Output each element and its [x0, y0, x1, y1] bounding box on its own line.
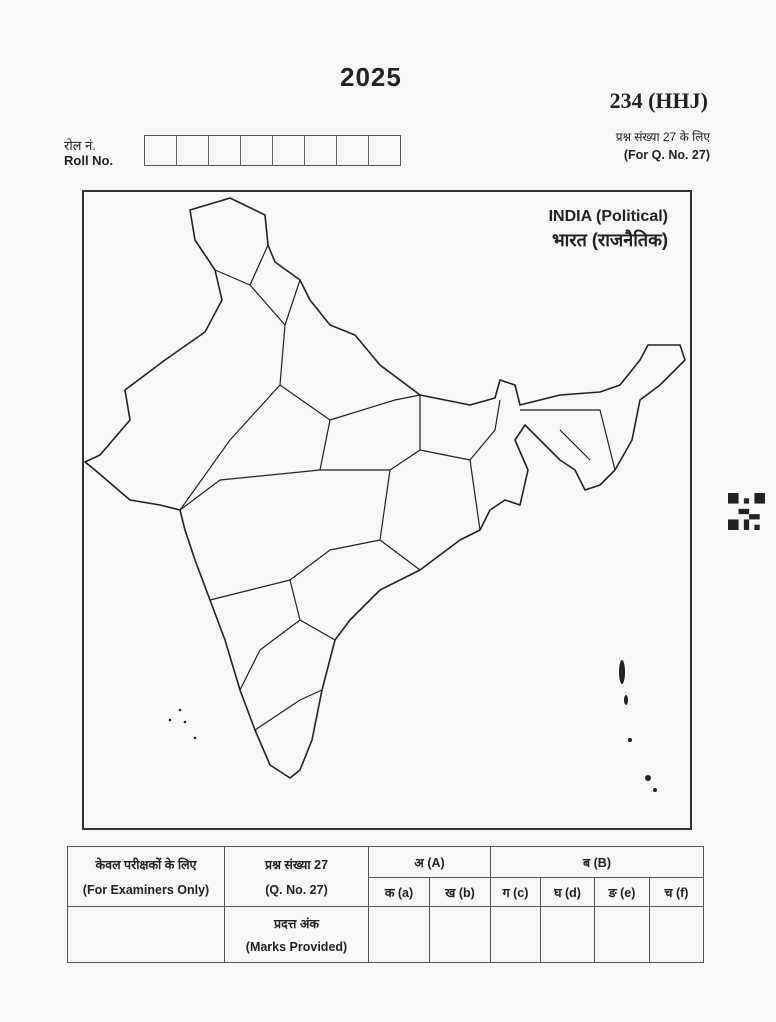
question-number-english: (Q. No. 27): [265, 883, 328, 897]
roll-label-hindi: रोल नं.: [64, 138, 96, 153]
qr-code-icon: [728, 493, 765, 530]
marks-provided-cell: प्रदत्त अंक (Marks Provided): [224, 906, 369, 963]
marks-provided-english: (Marks Provided): [245, 940, 348, 954]
roll-digit-box[interactable]: [177, 136, 209, 165]
map-title: INDIA (Political) भारत (राजनैतिक): [500, 208, 668, 252]
marks-cell-f[interactable]: [649, 906, 704, 963]
subpart-d: घ (d): [540, 877, 595, 907]
subpart-f: च (f): [649, 877, 704, 907]
marks-cell-e[interactable]: [594, 906, 650, 963]
roll-digit-box[interactable]: [145, 136, 177, 165]
question-number-cell: प्रश्न संख्या 27 (Q. No. 27): [224, 846, 369, 907]
question-note-english: (For Q. No. 27): [623, 148, 710, 162]
group-b-header: ब (B): [490, 846, 704, 878]
map-title-hindi: भारत (राजनैतिक): [551, 230, 668, 250]
marks-cell-b[interactable]: [429, 906, 491, 963]
subpart-a: क (a): [368, 877, 430, 907]
examiner-marks-table: केवल परीक्षकों के लिए (For Examiners Onl…: [67, 846, 704, 963]
roll-number-boxes[interactable]: [144, 135, 401, 166]
subpart-c: ग (c): [490, 877, 541, 907]
question-number-hindi: प्रश्न संख्या 27: [264, 858, 329, 872]
roll-digit-box[interactable]: [337, 136, 369, 165]
marks-cell-d[interactable]: [540, 906, 595, 963]
subpart-e: ङ (e): [594, 877, 650, 907]
subpart-b: ख (b): [429, 877, 491, 907]
paper-code: 234 (HHJ): [609, 88, 708, 113]
roll-label-english: Roll No.: [64, 153, 114, 168]
roll-digit-box[interactable]: [209, 136, 241, 165]
state-boundaries: [179, 244, 616, 731]
marks-provided-hindi: प्रदत्त अंक: [273, 917, 319, 931]
examiners-only-english: (For Examiners Only): [82, 883, 210, 897]
india-border: [84, 197, 686, 779]
roll-digit-box[interactable]: [273, 136, 305, 165]
roll-digit-box[interactable]: [241, 136, 273, 165]
map-title-english: INDIA (Political): [548, 208, 668, 225]
roll-digit-box[interactable]: [305, 136, 337, 165]
andaman-nicobar-islands: [168, 660, 657, 792]
year: 2025: [340, 62, 402, 92]
examiners-only-cell: केवल परीक्षकों के लिए (For Examiners Onl…: [67, 846, 225, 907]
marks-cell-c[interactable]: [490, 906, 541, 963]
map-frame: [82, 190, 692, 830]
blank-cell: [67, 906, 225, 963]
marks-cell-a[interactable]: [368, 906, 430, 963]
question-note-hindi: प्रश्न संख्या 27 के लिए: [615, 130, 710, 144]
examiners-only-hindi: केवल परीक्षकों के लिए: [95, 858, 197, 872]
group-a-header: अ (A): [368, 846, 491, 878]
